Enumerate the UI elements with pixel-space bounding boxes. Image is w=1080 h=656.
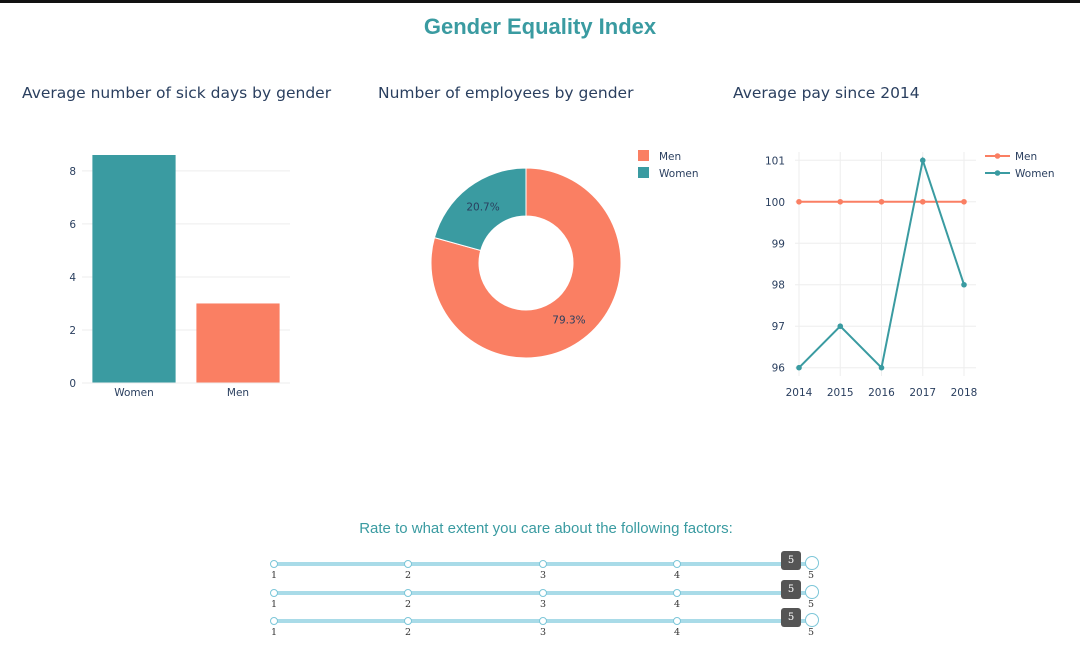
- x-tick-label: Women: [114, 387, 154, 399]
- slider-mark: 2: [404, 627, 412, 638]
- legend-marker: [994, 170, 1001, 176]
- survey-title: Rate to what extent you care about the f…: [359, 520, 733, 537]
- data-point: [796, 198, 802, 205]
- slider-mark: 5: [807, 627, 815, 638]
- legend-label: Women: [1015, 168, 1055, 180]
- rating-slider-3[interactable]: 5 1 2 3 4 5: [270, 608, 830, 644]
- employees-chart-title: Number of employees by gender: [378, 84, 634, 102]
- slider-handle[interactable]: [805, 585, 819, 599]
- slider-step-dot: [673, 560, 681, 568]
- slider-step-dot: [270, 589, 278, 597]
- x-tick-label: 2015: [827, 387, 854, 399]
- data-point: [878, 198, 885, 205]
- bar-men: [196, 303, 280, 383]
- legend-marker: [994, 153, 1001, 159]
- slider-mark: 4: [673, 627, 681, 638]
- x-tick-label: 2014: [786, 387, 813, 399]
- top-border: [0, 0, 1080, 3]
- legend-swatch: [638, 150, 649, 161]
- slider-mark: 2: [404, 599, 412, 610]
- slider-handle[interactable]: [805, 556, 819, 570]
- data-point: [961, 198, 967, 205]
- slider-value-tooltip: 5: [781, 608, 801, 627]
- slider-mark: 1: [270, 627, 278, 638]
- y-tick-label: 6: [69, 219, 76, 231]
- slice-women: [433, 167, 527, 252]
- slider-mark: 5: [807, 570, 815, 581]
- y-tick-label: 98: [772, 280, 785, 292]
- x-tick-label: Men: [227, 387, 249, 399]
- sick-days-bar-chart[interactable]: 0 2 4 6 8 Women Men: [0, 140, 320, 410]
- average-pay-line-chart[interactable]: 96 97 98 99 100 101 2014 2015 2016 2017 2018 Men Wom…: [740, 140, 1080, 410]
- page-title: Gender Equality Index: [423, 14, 657, 39]
- slider-mark: 3: [539, 599, 547, 610]
- slider-step-dot: [404, 560, 412, 568]
- y-tick-label: 8: [69, 166, 76, 178]
- slice-label: 20.7%: [466, 201, 499, 213]
- rating-slider-2[interactable]: 5 1 2 3 4 5: [270, 580, 830, 616]
- y-tick-label: 2: [69, 325, 76, 337]
- slice-label: 79.3%: [552, 315, 585, 327]
- y-tick-label: 0: [69, 378, 76, 390]
- data-point: [837, 198, 844, 205]
- legend-label: Women: [659, 168, 699, 180]
- slider-step-dot: [673, 617, 681, 625]
- data-point: [961, 281, 967, 288]
- y-tick-label: 101: [765, 155, 785, 167]
- slider-mark: 4: [673, 570, 681, 581]
- slider-mark: 4: [673, 599, 681, 610]
- legend-label: Men: [659, 151, 681, 163]
- slider-step-dot: [270, 617, 278, 625]
- y-tick-label: 99: [772, 238, 785, 250]
- x-tick-label: 2016: [868, 387, 895, 399]
- slider-mark: 3: [539, 570, 547, 581]
- data-point: [837, 323, 844, 330]
- slider-step-dot: [539, 617, 547, 625]
- slider-step-dot: [673, 589, 681, 597]
- y-tick-label: 97: [772, 321, 785, 333]
- y-tick-label: 96: [772, 363, 786, 375]
- rating-slider-1[interactable]: 5 1 2 3 4 5: [270, 551, 830, 587]
- slider-step-dot: [404, 589, 412, 597]
- slider-handle[interactable]: [805, 613, 819, 627]
- data-point: [796, 364, 802, 371]
- slider-mark: 5: [807, 599, 815, 610]
- employees-donut-chart[interactable]: 79.3% 20.7% Men Women: [400, 140, 730, 380]
- legend-swatch: [638, 167, 649, 178]
- slider-mark: 1: [270, 599, 278, 610]
- slider-mark: 2: [404, 570, 412, 581]
- x-tick-label: 2018: [951, 387, 978, 399]
- legend-label: Men: [1015, 151, 1037, 163]
- y-tick-label: 100: [765, 197, 785, 209]
- pay-chart-title: Average pay since 2014: [733, 84, 920, 102]
- slider-step-dot: [404, 617, 412, 625]
- data-point: [878, 364, 885, 371]
- slider-value-tooltip: 5: [781, 580, 801, 599]
- sick-days-chart-title: Average number of sick days by gender: [22, 84, 332, 102]
- x-tick-label: 2017: [909, 387, 936, 399]
- bar-women: [92, 155, 176, 383]
- slider-step-dot: [539, 560, 547, 568]
- data-point: [919, 157, 926, 164]
- slice-men: [430, 167, 622, 359]
- slider-mark: 3: [539, 627, 547, 638]
- y-tick-label: 4: [69, 272, 76, 284]
- data-point: [919, 198, 926, 205]
- slider-step-dot: [270, 560, 278, 568]
- slider-value-tooltip: 5: [781, 551, 801, 570]
- slider-step-dot: [539, 589, 547, 597]
- slider-mark: 1: [270, 570, 278, 581]
